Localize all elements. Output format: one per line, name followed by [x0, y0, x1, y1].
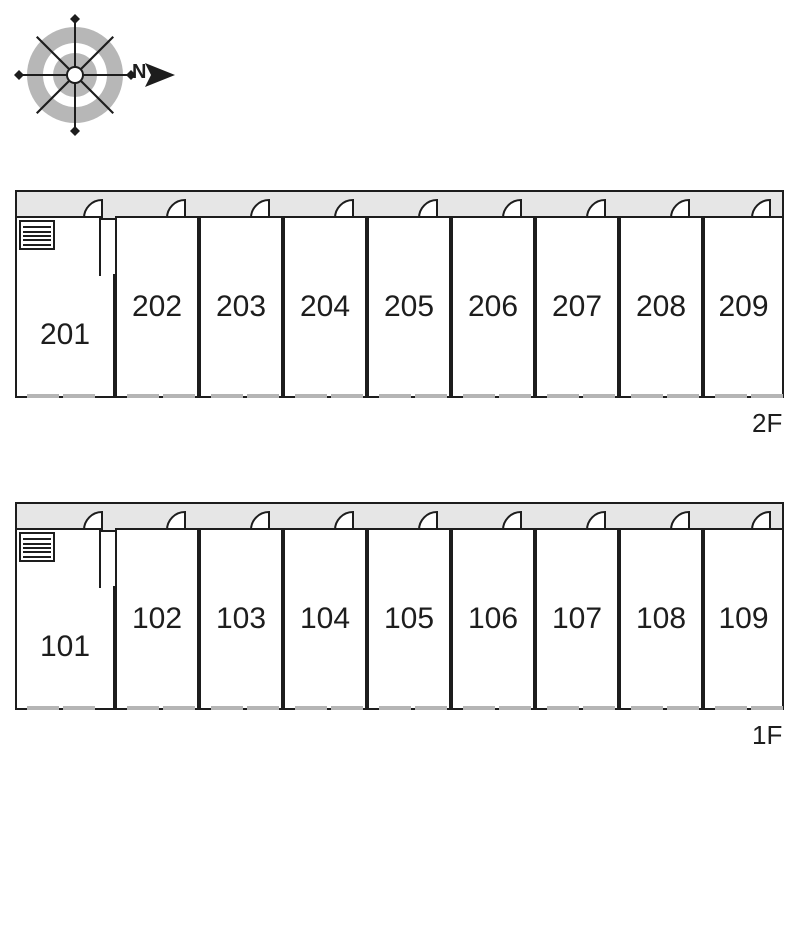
window-icon	[211, 706, 243, 710]
window-icon	[583, 706, 615, 710]
window-icon	[127, 394, 159, 398]
unit-number: 205	[384, 290, 434, 324]
seam-cover	[17, 274, 99, 276]
window-icon	[63, 394, 95, 398]
window-icon	[715, 394, 747, 398]
window-icon	[331, 706, 363, 710]
window-icon	[127, 706, 159, 710]
unit-number: 204	[300, 290, 350, 324]
unit-room: 109	[703, 528, 784, 710]
window-icon	[247, 394, 279, 398]
window-icon	[247, 706, 279, 710]
unit-room: 108	[619, 528, 703, 710]
window-icon	[211, 394, 243, 398]
window-icon	[751, 706, 783, 710]
unit-room: 206	[451, 216, 535, 398]
unit-room: 207	[535, 216, 619, 398]
unit-number: 203	[216, 290, 266, 324]
unit-number: 202	[132, 290, 182, 324]
unit-number: 107	[552, 602, 602, 636]
window-icon	[547, 706, 579, 710]
window-icon	[463, 706, 495, 710]
unit-room: 106	[451, 528, 535, 710]
unit-room: 204	[283, 216, 367, 398]
stair-icon	[19, 532, 55, 562]
window-icon	[751, 394, 783, 398]
unit-number: 208	[636, 290, 686, 324]
compass-icon: N	[0, 0, 200, 150]
unit-room: 107	[535, 528, 619, 710]
window-icon	[463, 394, 495, 398]
window-icon	[499, 394, 531, 398]
window-icon	[667, 394, 699, 398]
unit-room: 201	[15, 274, 115, 398]
unit-room: 105	[367, 528, 451, 710]
window-icon	[715, 706, 747, 710]
unit-number: 103	[216, 602, 266, 636]
window-icon	[415, 394, 447, 398]
window-icon	[63, 706, 95, 710]
unit-room: 208	[619, 216, 703, 398]
unit-room: 205	[367, 216, 451, 398]
unit-number: 106	[468, 602, 518, 636]
window-icon	[163, 394, 195, 398]
unit-number: 109	[718, 602, 768, 636]
compass-north-label: N	[132, 61, 146, 83]
window-icon	[631, 394, 663, 398]
window-icon	[499, 706, 531, 710]
window-icon	[27, 706, 59, 710]
unit-room: 101	[15, 586, 115, 710]
window-icon	[631, 706, 663, 710]
unit-number: 101	[40, 630, 90, 664]
window-icon	[583, 394, 615, 398]
floorplan-canvas: N 201 202 203 204 205 206 207 208 209 2F 101 102 103 1…	[0, 0, 800, 940]
window-icon	[295, 706, 327, 710]
window-icon	[415, 706, 447, 710]
unit-room: 103	[199, 528, 283, 710]
unit-room: 102	[115, 528, 199, 710]
stair-icon	[19, 220, 55, 250]
unit-number: 209	[718, 290, 768, 324]
floor-label: 1F	[752, 720, 782, 751]
seam-cover	[17, 586, 99, 588]
window-icon	[379, 394, 411, 398]
window-icon	[27, 394, 59, 398]
window-icon	[331, 394, 363, 398]
unit-number: 201	[40, 318, 90, 352]
floor-label: 2F	[752, 408, 782, 439]
unit-number: 108	[636, 602, 686, 636]
window-icon	[295, 394, 327, 398]
unit-room: 203	[199, 216, 283, 398]
unit-number: 102	[132, 602, 182, 636]
unit-number: 207	[552, 290, 602, 324]
unit-room: 104	[283, 528, 367, 710]
window-icon	[379, 706, 411, 710]
unit-number: 206	[468, 290, 518, 324]
unit-number: 104	[300, 602, 350, 636]
window-icon	[667, 706, 699, 710]
unit-number: 105	[384, 602, 434, 636]
unit-room: 209	[703, 216, 784, 398]
window-icon	[547, 394, 579, 398]
unit-room: 202	[115, 216, 199, 398]
window-icon	[163, 706, 195, 710]
